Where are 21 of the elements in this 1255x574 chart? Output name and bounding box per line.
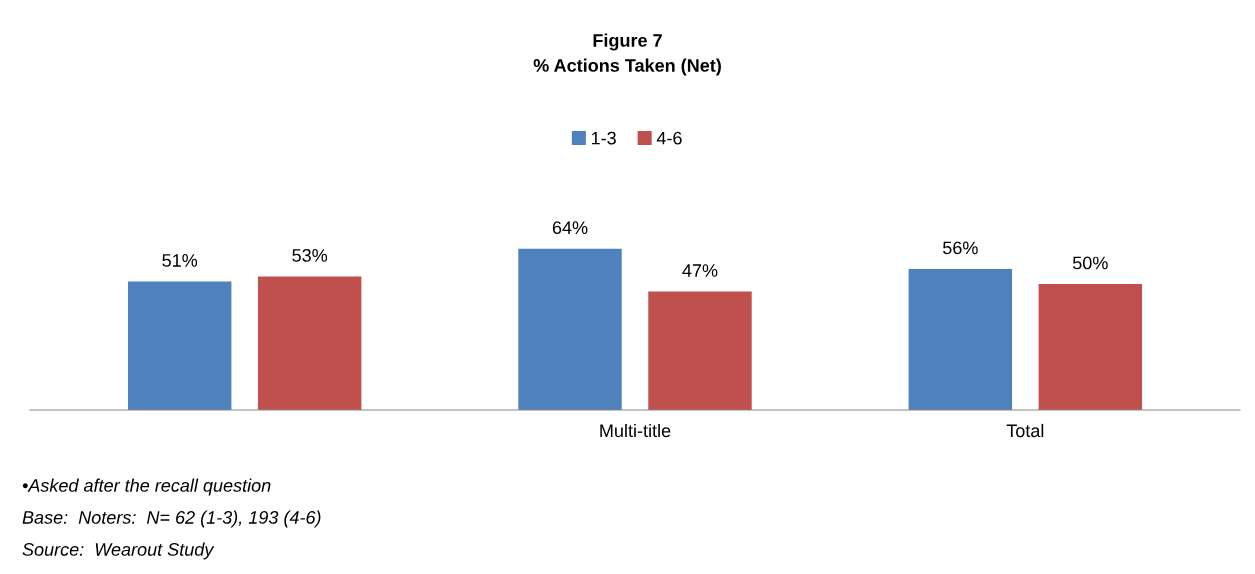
data-label: 47% xyxy=(682,264,718,277)
data-label: 53% xyxy=(292,249,328,262)
chart-subtitle: % Actions Taken (Net) xyxy=(533,58,721,76)
bar xyxy=(648,291,752,410)
data-label: 50% xyxy=(1072,256,1108,270)
bar xyxy=(127,281,232,410)
data-label: 56% xyxy=(942,241,978,255)
text: Base: Noters: N= 62 (1-3), 193 (4-6) xyxy=(22,510,321,528)
source-note: Source: Wearout Study xyxy=(22,542,215,560)
bar xyxy=(257,276,362,410)
legend-label: 1-3 xyxy=(591,131,616,145)
bar xyxy=(518,248,622,410)
bar xyxy=(1038,284,1143,410)
text: •Asked after the recall question xyxy=(22,478,271,496)
chart-title: Figure 7 xyxy=(593,33,662,51)
data-label: 64% xyxy=(552,221,588,235)
legend-label: 4-6 xyxy=(656,131,682,145)
x-tick-label: Multi-title xyxy=(600,423,671,438)
bar xyxy=(908,268,1013,410)
data-label: 51% xyxy=(162,254,198,267)
x-tick-label: Total xyxy=(1006,423,1044,438)
